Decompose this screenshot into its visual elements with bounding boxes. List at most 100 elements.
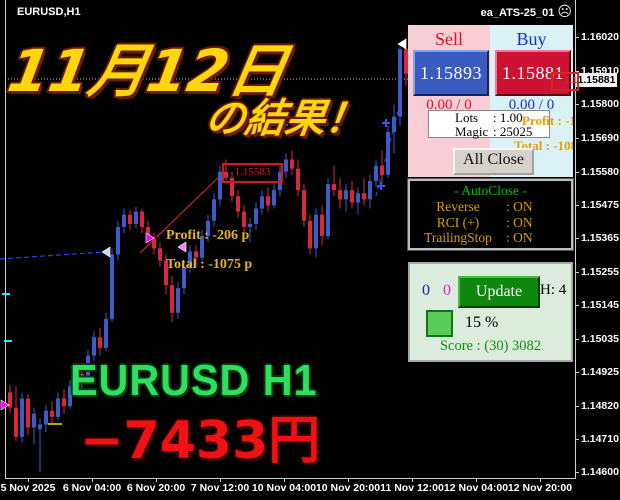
- caption-result: の結果！: [202, 96, 369, 142]
- candle-body: [158, 248, 162, 261]
- time-label: 6 Nov 20:00: [126, 482, 186, 494]
- cyan-tick: [4, 340, 12, 342]
- ask-price-box-fragment: 1.1: [551, 72, 579, 91]
- candle-body: [344, 190, 348, 200]
- autoclose-row-trailingstop: TrailingStop : ON: [410, 230, 571, 246]
- blue-line-arrow: [101, 246, 111, 258]
- candle-body: [14, 407, 18, 437]
- price-tick: [575, 305, 579, 306]
- h-count-label: H: 4: [540, 282, 567, 298]
- candle-body: [182, 266, 186, 289]
- buy-stats: 0.00 / 0: [508, 97, 555, 113]
- price-tick: [575, 406, 579, 407]
- candle-body: [338, 190, 342, 200]
- candle-body: [386, 131, 390, 175]
- candle-body: [62, 398, 66, 407]
- candle-body: [332, 184, 336, 191]
- time-tick: [28, 478, 29, 482]
- count-magenta: 0: [443, 282, 451, 299]
- candle-body: [8, 392, 12, 408]
- price-tick: [575, 238, 579, 239]
- current-bid-price-label: 1.15881: [576, 73, 617, 87]
- candle-body: [272, 190, 276, 206]
- candle-body: [146, 226, 150, 240]
- time-tick: [476, 478, 477, 482]
- chart-border-right: [575, 0, 576, 478]
- candle-body: [290, 159, 294, 169]
- price-tick: [575, 439, 579, 440]
- time-label: 7 Nov 12:00: [190, 482, 250, 494]
- caption-symbol: EURUSD H1: [70, 356, 318, 405]
- candle-body: [350, 190, 354, 203]
- autoclose-row-rci: RCI (+) : ON: [410, 215, 571, 231]
- candle-body: [152, 239, 156, 249]
- candle-body: [26, 398, 30, 428]
- price-label: 1.15145: [581, 299, 619, 311]
- buy-label: Buy: [516, 29, 547, 49]
- time-label: 10 Nov 20:00: [315, 482, 381, 494]
- time-label: 12 Nov 20:00: [507, 482, 573, 494]
- candle-body: [356, 193, 360, 203]
- price-label: 1.14925: [581, 366, 619, 378]
- price-label: 1.15035: [581, 333, 619, 345]
- candle-body: [374, 165, 378, 181]
- candle-body: [116, 226, 120, 255]
- magenta-arrow: [0, 399, 10, 411]
- candle-body: [206, 220, 210, 237]
- price-tick: [575, 472, 579, 473]
- candle-body: [218, 171, 222, 200]
- time-tick: [412, 478, 413, 482]
- price-tick: [575, 205, 579, 206]
- candle-body: [236, 196, 240, 212]
- candle-body: [56, 398, 60, 417]
- time-tick: [92, 478, 93, 482]
- trailingstop-value: : ON: [506, 230, 533, 245]
- candle-body: [296, 168, 300, 191]
- price-tick: [575, 339, 579, 340]
- candle-body: [362, 193, 366, 200]
- time-tick: [540, 478, 541, 482]
- time-tick: [156, 478, 157, 482]
- profit-annotation: Profit : -206 p: [166, 228, 250, 243]
- all-close-button[interactable]: All Close: [453, 148, 534, 175]
- price-label: 1.15800: [581, 98, 619, 110]
- panel-profit-text: Profit : -10: [522, 113, 573, 128]
- candle-body: [368, 180, 372, 200]
- price-label: 1.14820: [581, 400, 619, 412]
- candle-body: [266, 196, 270, 206]
- magenta-arrow: [145, 232, 155, 244]
- candle-body: [194, 251, 198, 258]
- yellow-tick: [48, 423, 62, 425]
- candle-body: [302, 190, 306, 221]
- candle-body: [248, 223, 252, 227]
- candle-body: [98, 337, 102, 348]
- price-label: 1.15580: [581, 166, 619, 178]
- time-label: 12 Nov 04:00: [443, 482, 509, 494]
- ea-frown-icon[interactable]: ☹: [557, 4, 572, 20]
- autoclose-title: - AutoClose -: [454, 183, 527, 198]
- price-tick: [575, 37, 579, 38]
- candle-body: [20, 398, 24, 437]
- candle-body: [50, 410, 54, 417]
- autoclose-row-reverse: Reverse : ON: [410, 199, 571, 215]
- reverse-label: Reverse: [436, 199, 480, 214]
- candle-body: [320, 214, 324, 237]
- candlestick-chart: [0, 38, 574, 472]
- time-label: 11 Nov 12:00: [380, 482, 444, 494]
- candle-body: [104, 318, 108, 348]
- candle-body: [308, 220, 312, 249]
- count-blue: 0: [422, 282, 430, 299]
- sell-label: Sell: [434, 29, 463, 49]
- autoclose-panel: - AutoClose - Reverse : ON RCI (+) : ON …: [407, 178, 574, 251]
- candle-body: [314, 214, 318, 249]
- score-label: Score : (30) 3082: [439, 338, 542, 354]
- price-tick: [575, 272, 579, 273]
- candle-body: [188, 251, 192, 267]
- price-label: 1.14710: [581, 433, 619, 445]
- sell-price-button[interactable]: 1.15893: [413, 50, 489, 96]
- update-button[interactable]: Update: [458, 276, 540, 308]
- caption-amount: −7433円: [80, 411, 321, 471]
- candle-body: [92, 337, 96, 356]
- update-panel: 0 0 Update H: 4 15 % Score : (30) 3082: [408, 262, 573, 362]
- magenta-arrow: [177, 241, 187, 253]
